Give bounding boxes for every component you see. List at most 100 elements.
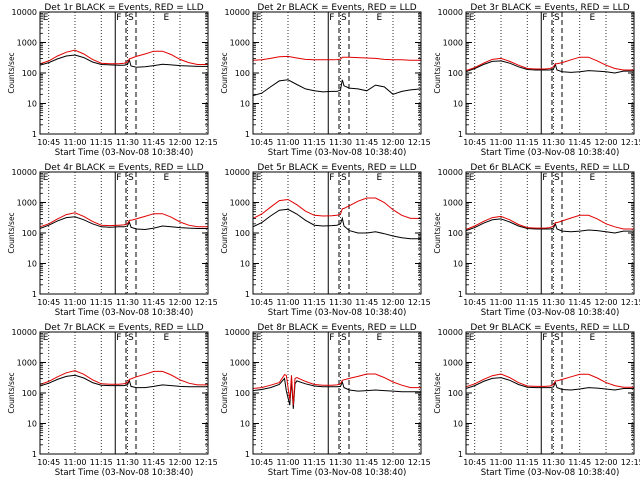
x-tick-label: 11:00 [276, 458, 299, 467]
y-tick-label: 10 [27, 260, 37, 269]
x-tick-label: 11:15 [303, 298, 326, 307]
panel-title: Det 6r BLACK = Events, RED = LLD [470, 163, 629, 173]
marker-label: E [43, 173, 49, 183]
marker-label: E [256, 13, 262, 23]
marker-label: E [590, 13, 596, 23]
series-line-lld [465, 56, 634, 72]
x-tick-label: 11:45 [355, 138, 378, 147]
y-tick-label: 10000 [225, 8, 250, 17]
y-tick-label: 100 [448, 229, 463, 238]
y-axis-label: Counts/sec [433, 372, 442, 413]
y-tick-label: 10000 [12, 8, 37, 17]
y-tick-label: 10 [240, 420, 250, 429]
series-line-lld [39, 370, 208, 386]
x-tick-label: 11:30 [542, 458, 565, 467]
marker-label: F [116, 173, 121, 183]
x-tick-label: 11:30 [542, 138, 565, 147]
x-tick-label: 11:30 [329, 138, 352, 147]
x-tick-label: 12:15 [195, 138, 218, 147]
x-tick-label: 12:15 [195, 458, 218, 467]
x-tick-label: 11:00 [63, 138, 86, 147]
plot-frame [465, 331, 635, 455]
y-axis-label: Counts/sec [7, 52, 16, 93]
x-tick-label: 11:45 [142, 298, 165, 307]
marker-label: E [43, 333, 49, 343]
panel-title: Det 8r BLACK = Events, RED = LLD [257, 323, 416, 333]
y-tick-label: 1 [245, 290, 250, 299]
x-tick-label: 11:15 [90, 458, 113, 467]
x-tick-label: 11:30 [116, 298, 139, 307]
y-tick-label: 10000 [12, 328, 37, 337]
marker-label: E [590, 173, 596, 183]
y-tick-label: 1000 [230, 359, 250, 368]
y-tick-label: 1000 [17, 359, 37, 368]
x-tick-label: 10:45 [463, 458, 486, 467]
y-tick-label: 10000 [225, 168, 250, 177]
marker-label: F [542, 13, 547, 23]
y-tick-label: 1 [458, 290, 463, 299]
series-line-lld [465, 214, 634, 230]
y-axis-label: Counts/sec [433, 212, 442, 253]
plot-frame [39, 171, 209, 295]
plot-frame [252, 171, 422, 295]
x-tick-label: 11:45 [568, 458, 591, 467]
plot-frame [39, 331, 209, 455]
marker-label: E [164, 333, 170, 343]
y-tick-label: 10000 [438, 8, 463, 17]
marker-label: S [128, 333, 134, 343]
marker-label: S [554, 333, 560, 343]
x-tick-label: 12:15 [195, 298, 218, 307]
series-line-events [465, 377, 634, 391]
plot-frame [465, 171, 635, 295]
y-tick-label: 1000 [443, 39, 463, 48]
x-tick-label: 10:45 [37, 138, 60, 147]
x-axis-label: Start Time (03-Nov-08 10:38:40) [268, 468, 407, 478]
x-tick-label: 11:15 [516, 138, 539, 147]
x-tick-label: 12:00 [168, 458, 191, 467]
marker-label: F [329, 333, 334, 343]
x-tick-label: 12:00 [594, 458, 617, 467]
panel-title: Det 7r BLACK = Events, RED = LLD [44, 323, 203, 333]
plot-frame [252, 331, 422, 455]
y-axis-label: Counts/sec [220, 52, 229, 93]
x-tick-label: 10:45 [463, 298, 486, 307]
y-axis-label: Counts/sec [220, 212, 229, 253]
x-axis-label: Start Time (03-Nov-08 10:38:40) [55, 148, 194, 158]
y-tick-label: 100 [448, 389, 463, 398]
x-tick-label: 11:30 [329, 298, 352, 307]
marker-label: E [256, 333, 262, 343]
marker-label: S [341, 13, 347, 23]
x-tick-label: 10:45 [37, 298, 60, 307]
marker-label: F [542, 173, 547, 183]
y-tick-label: 100 [22, 389, 37, 398]
series-line-events [39, 374, 208, 389]
x-tick-label: 12:00 [381, 138, 404, 147]
x-tick-label: 11:15 [516, 298, 539, 307]
y-tick-label: 100 [22, 69, 37, 78]
marker-label: S [128, 173, 134, 183]
y-tick-label: 1000 [230, 39, 250, 48]
x-tick-label: 11:30 [542, 298, 565, 307]
y-tick-label: 1 [458, 450, 463, 459]
x-tick-label: 12:00 [594, 138, 617, 147]
y-tick-label: 100 [448, 69, 463, 78]
marker-label: E [469, 173, 475, 183]
x-tick-label: 12:15 [621, 138, 640, 147]
x-tick-label: 11:45 [355, 298, 378, 307]
y-tick-label: 10000 [225, 328, 250, 337]
x-tick-label: 12:00 [168, 138, 191, 147]
x-axis-label: Start Time (03-Nov-08 10:38:40) [268, 308, 407, 318]
x-tick-label: 11:30 [116, 458, 139, 467]
series-line-lld [39, 49, 208, 65]
x-tick-label: 11:00 [63, 458, 86, 467]
marker-label: F [116, 13, 121, 23]
x-tick-label: 11:00 [63, 298, 86, 307]
x-tick-label: 11:00 [489, 298, 512, 307]
